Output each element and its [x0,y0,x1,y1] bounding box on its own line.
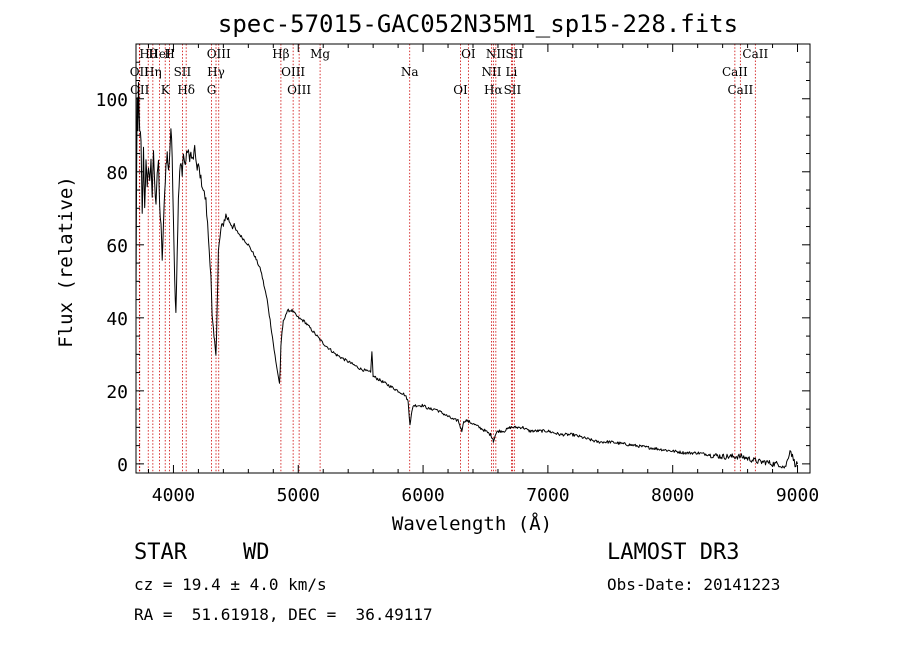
x-tick-label: 5000 [277,485,320,506]
redshift-text: cz = 19.4 ± 4.0 km/s [134,575,327,594]
chart-title: spec-57015-GAC052N35M1_sp15-228.fits [218,10,738,38]
line-label-S-II-4072: SII [174,65,192,79]
x-tick-label: 4000 [152,485,195,506]
line-label-O-I-6300: OI [453,83,468,97]
line-label-S-II-6716: SII [504,83,522,97]
line-label-Na: Na [401,65,419,79]
line-label-N-II-6583: NII [486,47,506,61]
line-label-O-III-5007: OIII [287,83,311,97]
line-markers [138,44,756,473]
y-tick-label: 0 [117,455,128,476]
line-label-He-I: HeI [148,47,171,61]
x-tick-label: 7000 [526,485,569,506]
line-label-H-beta: Hβ [272,47,289,61]
x-axis-label: Wavelength (Å) [392,512,552,535]
line-label-H-eta: Hη [144,65,162,79]
line-label-H-delta: Hδ [177,83,195,97]
line-label-H-gamma: Hγ [207,65,225,79]
y-tick-label: 60 [106,236,128,257]
y-tick-label: 80 [106,163,128,184]
spectrum-series [135,82,798,469]
line-label-Mg: Mg [310,47,330,61]
line-label-K: K [161,83,171,97]
line-label-N-II-6548: NII [481,65,501,79]
y-tick-label: 100 [95,90,128,111]
survey-label: LAMOST DR3 [607,540,740,565]
x-tick-label: 8000 [651,485,694,506]
axis-ticks: 4000 5000 6000 7000 8000 9000 0 20 40 60 80 100 [95,44,819,506]
line-label-S-II-6731: SII [505,47,523,61]
line-label-O-II: OII [130,65,150,79]
line-labels: HθOIIOIIHeIHηKHSIIHδOIIIHγGHβOIIIOIIIMgN… [130,47,769,97]
line-label-H-theta: Hθ [139,47,157,61]
obs-date: Obs-Date: 20141223 [607,575,781,594]
line-label-O-III-4363: OIII [207,47,231,61]
object-class: STAR [134,540,187,565]
line-label-O-I-6363: OI [461,47,476,61]
line-label-Ca-II-8542: CaII [727,83,753,97]
y-axis-label: Flux (relative) [55,176,77,348]
line-label-Li: Li [506,65,518,79]
y-tick-label: 40 [106,309,128,330]
line-label-G: G [207,83,217,97]
x-tick-label: 9000 [776,485,819,506]
ra-dec: RA = 51.61918, DEC = 36.49117 [134,605,433,624]
plot-frame [135,43,811,474]
line-label-O-III-4959: OIII [281,65,305,79]
y-tick-label: 20 [106,382,128,403]
line-label-Ca-II-8498: CaII [722,65,748,79]
x-tick-label: 6000 [401,485,444,506]
line-label-Ca-II-8662: CaII [742,47,768,61]
line-label-H: H [164,47,174,61]
line-label-H-alpha: Hα [484,83,503,97]
object-subclass: WD [243,540,270,565]
spectrum-line [135,82,798,469]
line-label-O-II-b: OII [130,83,150,97]
